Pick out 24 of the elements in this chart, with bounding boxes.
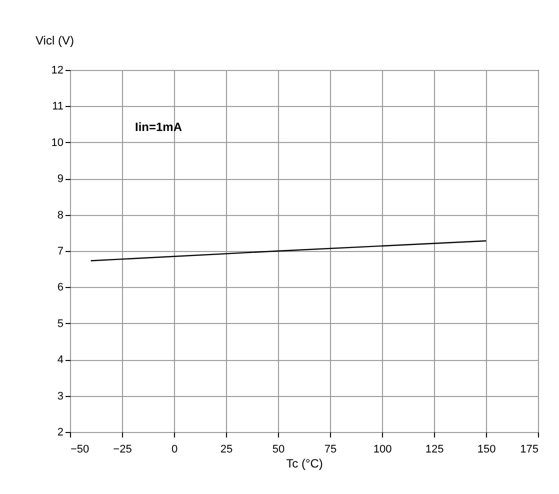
x-tick-label: 125: [425, 444, 444, 456]
x-tick-label: 75: [324, 444, 337, 456]
y-tick-label: 6: [57, 282, 64, 294]
x-tick-label: 100: [373, 444, 392, 456]
y-tick-label: 5: [57, 318, 64, 330]
y-tick-label: 7: [57, 246, 64, 258]
y-tick-label: 11: [52, 100, 64, 113]
x-tick-label: 175: [520, 444, 538, 456]
x-tick-label: 0: [171, 444, 178, 456]
y-tick-label: 3: [57, 390, 64, 402]
x-tick-label: −50: [70, 444, 90, 456]
y-tick-label: 12: [51, 64, 64, 76]
y-tick-label: 10: [51, 136, 64, 149]
x-axis-title: Tc (°C): [286, 456, 323, 470]
y-tick-label: 2: [57, 426, 64, 438]
y-tick-label: 8: [57, 209, 64, 222]
x-tick-label: 25: [220, 444, 233, 456]
x-tick-label: 50: [272, 444, 285, 456]
y-tick-label: 4: [57, 354, 64, 366]
y-tick-label: 9: [57, 173, 64, 186]
x-tick-label: 150: [477, 444, 496, 456]
y-axis-title: Vicl (V): [36, 34, 74, 48]
x-tick-label: −25: [113, 444, 132, 456]
annotation: Iin=1mA: [135, 120, 182, 134]
